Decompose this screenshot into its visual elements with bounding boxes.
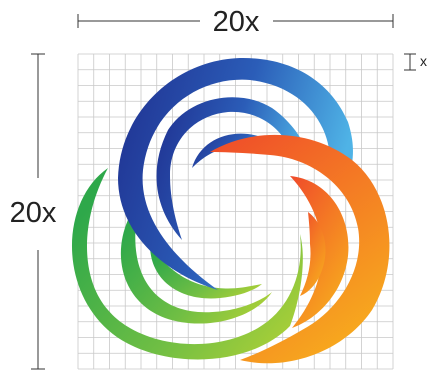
top-dimension-marker	[77, 14, 394, 28]
green-ring-inner	[150, 245, 262, 299]
spiral-rings-logo-icon	[71, 57, 390, 364]
orange-ring-middle	[290, 176, 349, 328]
left-dimension-label: 20x	[10, 197, 57, 229]
orange-ring-inner	[300, 212, 326, 296]
unit-marker-label: x	[420, 53, 427, 69]
orange-ring-outer	[210, 134, 390, 364]
top-dimension-label: 20x	[213, 6, 260, 38]
blue-ring-middle	[156, 97, 308, 241]
unit-marker	[404, 53, 416, 71]
left-dimension-marker	[31, 53, 45, 370]
green-ring-outer	[71, 168, 303, 360]
